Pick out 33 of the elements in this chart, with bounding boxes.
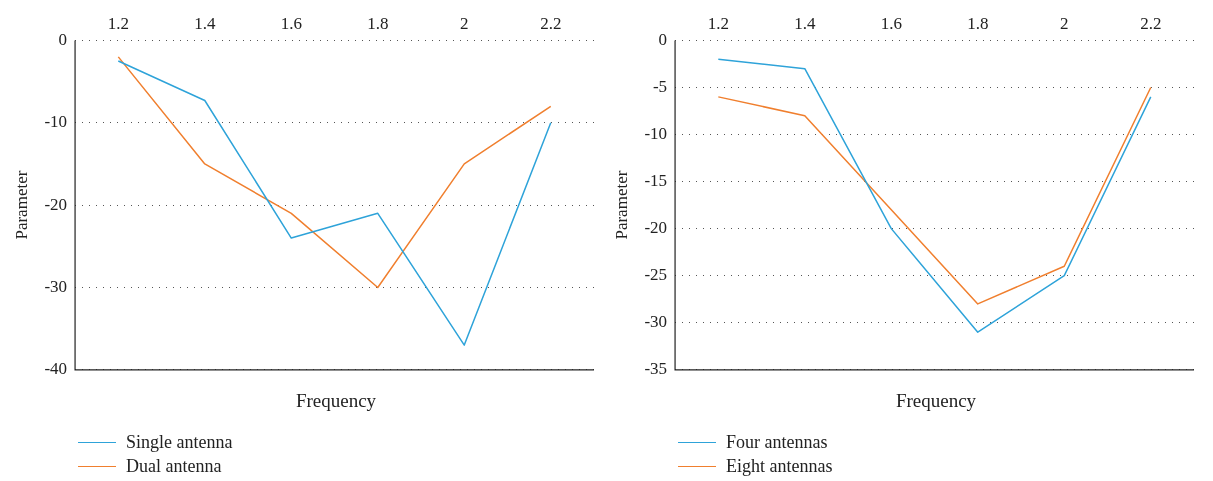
x-axis-title: Frequency (894, 390, 978, 412)
legend-label: Dual antenna (126, 455, 222, 477)
x-axis-title: Frequency (294, 390, 378, 412)
x-tick-label: 1.2 (107, 13, 129, 33)
y-tick-label: -10 (44, 112, 68, 132)
y-axis-title: Parameter (611, 170, 631, 240)
x-tick-label: 1.8 (967, 13, 989, 33)
y-tick-label: -20 (644, 218, 668, 238)
x-tick-label: 2 (1060, 13, 1069, 33)
x-tick-label: 1.8 (367, 13, 389, 33)
y-tick-label: 0 (58, 29, 68, 49)
y-tick-label: -25 (644, 265, 668, 285)
y-axis-title: Parameter (11, 170, 31, 240)
y-tick-label: -30 (44, 276, 68, 296)
x-tick-label: 2.2 (540, 13, 562, 33)
legend-label: Single antenna (126, 431, 233, 453)
y-tick-label: -40 (44, 359, 68, 379)
legend-label: Four antennas (726, 431, 828, 453)
y-tick-label: -20 (44, 194, 68, 214)
x-tick-label: 2.2 (1140, 13, 1162, 33)
y-tick-label: -35 (644, 359, 668, 379)
legend-label: Eight antennas (726, 455, 833, 477)
x-tick-label: 1.4 (794, 13, 816, 33)
x-tick-label: 1.6 (280, 13, 302, 33)
x-tick-label: 2 (460, 13, 469, 33)
y-tick-label: -30 (644, 312, 668, 332)
x-tick-label: 1.6 (880, 13, 902, 33)
y-tick-label: -5 (652, 76, 668, 96)
x-tick-label: 1.4 (194, 13, 216, 33)
y-tick-label: -10 (644, 123, 668, 143)
y-tick-label: 0 (658, 29, 668, 49)
x-tick-label: 1.2 (707, 13, 729, 33)
y-tick-label: -15 (644, 171, 668, 191)
